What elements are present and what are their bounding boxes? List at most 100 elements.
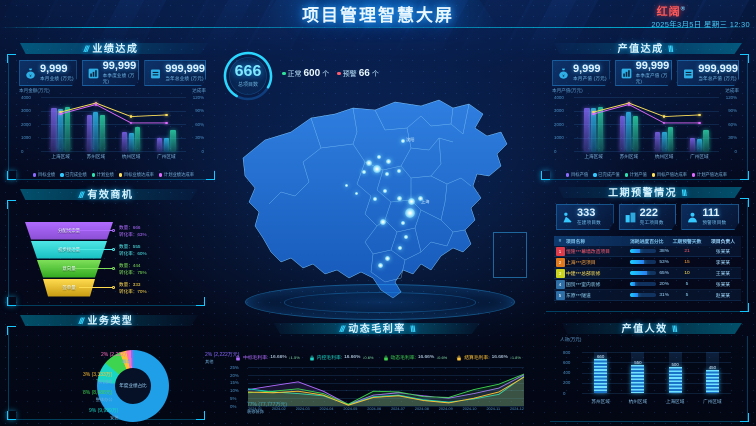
y-axis-tick: 10% [230,388,239,394]
table-row[interactable]: 2 上海***店项目 53% 15 李某某 [554,257,741,268]
panel-performance: /// 业绩达成 ¥ 9,999 本月业绩 (万元) 99,999 [4,40,218,182]
donut-slice-label[interactable]: 2% (2,222万元) 其他 [205,352,240,364]
legend-item[interactable]: 计划产值 [624,172,647,178]
donut-slice-label[interactable]: 9% (9,999万) 安装 [89,408,119,420]
margin-series [247,375,525,406]
kpi-text: 111 预警项目数 [702,208,726,226]
slash-decor-icon: \\\ [667,44,673,54]
table-row[interactable]: 5 东原***隧道 31% 5 赵某某 [554,290,741,301]
kpi-card[interactable]: 222 完工项目数 [618,204,677,230]
map-marker[interactable] [385,256,390,261]
bar[interactable] [594,359,608,393]
kpi-card[interactable]: 99,999 本季度产值 (万元) [614,60,673,86]
map-marker[interactable] [373,165,381,173]
legend-item[interactable]: 计划业绩达成率 [158,172,194,178]
gridline [574,124,719,125]
legend-item[interactable]: 计划业绩 [91,172,114,178]
china-map[interactable]: 沈阳 上海 [225,92,535,322]
map-marker[interactable] [345,184,348,187]
panel-title-text: 业绩达成 [92,44,139,55]
funnel-callout-line [71,249,113,250]
alert-person-icon [686,211,699,224]
bar [121,132,128,151]
donut-slice-label[interactable]: 2% (2,222万) 幕墙 [101,352,131,364]
y-axis-tick: 2000 [21,121,31,127]
margin-legend-item[interactable]: 内控毛利率: 16.66% ↓0.6% [309,354,374,361]
progress-bar [630,260,657,264]
map-marker[interactable] [408,198,415,205]
bar[interactable] [668,367,682,393]
gridline [248,382,524,384]
brand-logo-text: 红阔 [656,6,681,18]
row-owner: 赵某某 [715,293,731,299]
table-row[interactable]: 3 中建***总部装修 65% 10 王某某 [554,268,741,279]
kpi-value: 222 [639,207,659,220]
donut-slice-label[interactable]: 77% (77,777万元) 装修装饰 [247,402,288,414]
gauge-readout: 666 总项目数 [222,50,274,102]
legend-item[interactable]: 计划产值达成率 [691,172,727,178]
map-marker[interactable] [383,189,387,193]
legend-item[interactable]: 已完成业绩 [60,172,87,178]
warning-status-label: 预警 [342,70,357,78]
legend-item[interactable]: 已完成产值 [593,172,620,178]
warning-status-value: 66 [358,68,370,79]
row-days: 21 [684,248,690,254]
donut-slice-label[interactable]: 3% (3,333万) 飞机维修 [83,372,113,384]
table-row[interactable]: 4 国贸***室内装修 20% 5 张某某 [554,279,741,290]
map-marker[interactable] [373,197,377,201]
kpi-card[interactable]: 333 在建项目数 [556,204,614,230]
map-marker[interactable] [386,159,391,164]
row-index-badge: 5 [555,290,565,300]
map-marker[interactable] [362,170,366,174]
row-days: 15 [684,259,690,265]
map-marker[interactable] [380,219,386,225]
bar [591,108,597,151]
table-row[interactable]: 1 恒隆***幕墙改造项目 38% 21 张某某 [554,246,741,257]
funnel-stage[interactable]: 初步接洽量 [31,241,107,259]
map-marker[interactable] [398,246,402,250]
line-point [94,101,98,105]
funnel-stage[interactable]: 意向量 [37,260,101,278]
kpi-card[interactable]: 111 预警项目数 [681,204,740,230]
panel-output-header: 产值达成 \\\ [538,40,752,56]
legend-item[interactable]: 目标产值 [565,172,588,178]
map-marker[interactable] [385,172,389,176]
legend-item[interactable]: 目标业绩 [32,172,55,178]
kpi-card[interactable]: 999,999 当年总业绩 (万元) [144,60,207,86]
map-marker[interactable] [397,196,402,201]
line-point [592,110,595,114]
legend-item[interactable]: 目标产值达成率 [651,172,687,178]
progress-bar [630,271,657,275]
bar [86,114,92,151]
business-type-donut[interactable]: 年度业绩占比 [97,350,169,422]
bar[interactable] [705,369,719,393]
map-marker[interactable] [401,221,405,225]
map-marker[interactable] [397,169,401,173]
slash-decor-icon: \\\ [410,324,415,334]
legend-item[interactable]: 目标业绩达成率 [118,172,154,178]
margin-legend-item[interactable]: 结算毛利率: 16.66% ↓1.8% [456,354,521,361]
map-marker[interactable] [404,235,408,239]
funnel-stage[interactable]: 签单量 [43,279,95,297]
map-marker[interactable] [418,196,423,201]
map-marker[interactable] [378,263,383,268]
map-marker[interactable] [377,155,381,159]
donut-slice-label[interactable]: 8% (8,888元) 整体办公 [83,390,113,402]
map-marker[interactable] [355,192,358,195]
map-marker[interactable] [366,160,372,166]
kpi-card[interactable]: 999,999 当年总产值 (万元) [677,60,740,86]
y-axis-tick: 2000 [554,121,564,127]
margin-legend-name: 内控毛利率: [316,356,343,361]
kpi-card[interactable]: 99,999 本季度业绩 (万元) [81,60,140,86]
kpi-card[interactable]: ¥ 9,999 本月产值 (万元) [552,60,610,86]
margin-legend-item[interactable]: 中标毛利率: 16.66% ↓1.5% [235,354,300,361]
panel-funnel-header: /// 有效商机 [4,186,208,202]
kpi-card[interactable]: ¥ 9,999 本月业绩 (万元) [19,60,77,86]
panel-warning-header: 工期预警情况 \\\ [542,184,752,200]
map-marker[interactable] [401,139,405,143]
margin-legend-item[interactable]: 动态毛利率: 16.66% ↓0.6% [383,354,447,361]
gridline [41,97,186,98]
map-marker[interactable] [405,208,415,218]
th-name: 项目名称 [566,239,586,245]
bar[interactable] [631,364,645,393]
